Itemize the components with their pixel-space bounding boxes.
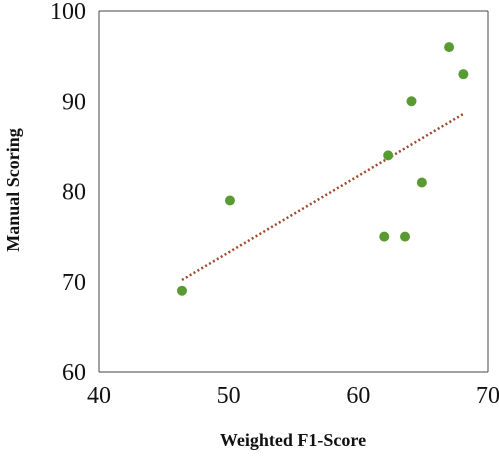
trendline [181,112,464,282]
y-tick-label: 100 [50,0,86,25]
x-tick-label: 40 [87,383,111,409]
data-point [458,69,469,80]
y-tick-label: 90 [62,89,86,115]
y-tick-label: 80 [62,180,86,206]
tick-labels: 40 50 60 70 60 70 80 90 100 [50,0,499,409]
x-tick-label: 70 [476,383,499,409]
data-point [176,285,187,296]
data-point [444,42,455,53]
data-point [383,150,394,161]
x-axis-title: Weighted F1-Score [220,430,366,450]
x-tick-label: 60 [346,383,370,409]
x-tick-label: 50 [217,383,241,409]
trendline-layer [181,112,464,282]
data-point [224,195,235,206]
points-layer [176,42,469,296]
y-tick-label: 70 [62,270,86,296]
data-point [400,231,411,242]
y-axis-title: Manual Scoring [3,128,23,252]
y-tick-label: 60 [62,360,86,386]
data-point [379,231,390,242]
data-point [406,96,417,107]
plot-area [98,10,489,373]
data-point [416,177,427,188]
